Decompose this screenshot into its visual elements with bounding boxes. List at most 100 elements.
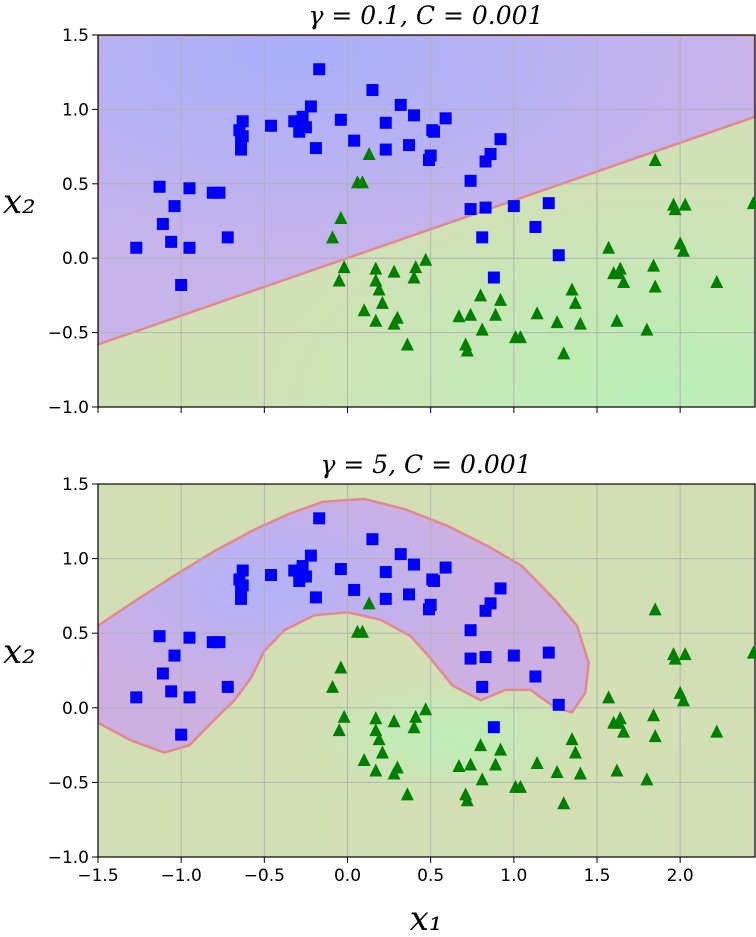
data-point-class0 bbox=[130, 241, 143, 254]
data-point-class0 bbox=[366, 533, 379, 546]
data-point-class0 bbox=[165, 685, 178, 698]
data-point-class1 bbox=[400, 787, 414, 801]
data-point-class0 bbox=[334, 563, 347, 576]
data-point-class0 bbox=[379, 116, 392, 129]
data-point-class0 bbox=[408, 109, 421, 122]
data-point-class1 bbox=[668, 202, 682, 216]
data-point-class1 bbox=[602, 690, 616, 704]
grid-bottom bbox=[98, 484, 755, 857]
data-point-class0 bbox=[221, 231, 234, 244]
data-point-class0 bbox=[175, 728, 188, 741]
data-point-class0 bbox=[183, 241, 196, 254]
points-top bbox=[130, 63, 756, 360]
data-point-class0 bbox=[175, 278, 188, 291]
data-point-class0 bbox=[379, 566, 392, 579]
data-point-class0 bbox=[313, 512, 326, 525]
data-point-class1 bbox=[746, 645, 756, 659]
data-point-class1 bbox=[407, 270, 421, 284]
data-point-class1 bbox=[337, 709, 351, 723]
y-axis-label-top: x₂ bbox=[3, 182, 36, 222]
y-tick-label: 0.0 bbox=[62, 699, 89, 719]
data-point-class1 bbox=[565, 282, 579, 296]
data-point-class1 bbox=[557, 346, 571, 360]
data-point-class1 bbox=[550, 764, 564, 778]
data-point-class0 bbox=[236, 115, 249, 128]
data-point-class0 bbox=[427, 574, 440, 587]
data-point-class1 bbox=[372, 282, 386, 296]
data-point-class0 bbox=[403, 588, 416, 601]
data-point-class1 bbox=[369, 261, 383, 275]
y-tick-label: 1.0 bbox=[62, 100, 89, 120]
data-point-class1 bbox=[355, 175, 369, 189]
x-axis-label: x₁ bbox=[410, 899, 443, 937]
data-point-class1 bbox=[452, 758, 466, 772]
x-tick-label: −1.0 bbox=[161, 866, 202, 886]
data-point-class0 bbox=[476, 680, 489, 693]
data-point-class0 bbox=[529, 220, 542, 233]
data-point-class1 bbox=[334, 211, 348, 225]
data-point-class1 bbox=[494, 742, 508, 756]
data-point-class0 bbox=[348, 134, 361, 147]
data-point-class1 bbox=[419, 702, 433, 716]
data-point-class1 bbox=[334, 660, 348, 674]
data-point-class1 bbox=[489, 757, 503, 771]
data-point-class1 bbox=[407, 720, 421, 734]
data-point-class0 bbox=[221, 680, 234, 693]
chart-title-top: γ = 0.1, C = 0.001 bbox=[309, 1, 544, 30]
data-point-class1 bbox=[647, 708, 661, 722]
data-point-class1 bbox=[419, 252, 433, 266]
data-point-class1 bbox=[640, 322, 654, 336]
data-point-class1 bbox=[617, 275, 631, 289]
data-point-class1 bbox=[464, 757, 478, 771]
data-point-class1 bbox=[557, 796, 571, 810]
data-point-class0 bbox=[542, 646, 555, 659]
data-point-class1 bbox=[355, 624, 369, 638]
data-point-class0 bbox=[183, 691, 196, 704]
data-point-class0 bbox=[153, 180, 166, 193]
data-point-class0 bbox=[476, 231, 489, 244]
data-point-class1 bbox=[617, 724, 631, 738]
data-point-class1 bbox=[648, 279, 662, 293]
data-point-class0 bbox=[464, 203, 477, 216]
data-point-class1 bbox=[676, 243, 690, 257]
data-point-class1 bbox=[400, 337, 414, 351]
data-point-class1 bbox=[746, 196, 756, 210]
data-point-class1 bbox=[613, 261, 627, 275]
data-point-class1 bbox=[573, 766, 587, 780]
data-point-class1 bbox=[332, 723, 346, 737]
data-point-class0 bbox=[309, 142, 322, 155]
plot-frame-bottom bbox=[97, 483, 756, 858]
data-point-class0 bbox=[296, 110, 309, 123]
y-tick-label: 1.5 bbox=[62, 26, 89, 46]
data-point-class1 bbox=[326, 230, 340, 244]
data-point-class1 bbox=[494, 292, 508, 306]
data-point-class0 bbox=[366, 84, 379, 97]
x-tick-label: 1.5 bbox=[583, 866, 610, 886]
data-point-class0 bbox=[264, 569, 277, 582]
data-point-class0 bbox=[424, 149, 437, 162]
ticks-bottom: −1.5 −1.0 −0.5 0.0 0.5 1.0 1.5 2.0−1.0−0.50.00.… bbox=[48, 475, 694, 886]
data-point-class0 bbox=[334, 113, 347, 126]
data-point-class0 bbox=[168, 200, 181, 213]
data-point-class0 bbox=[296, 560, 309, 573]
data-point-class0 bbox=[494, 133, 507, 146]
data-point-class1 bbox=[362, 147, 376, 161]
data-point-class1 bbox=[474, 738, 488, 752]
data-point-class0 bbox=[507, 649, 520, 662]
y-tick-label: −0.5 bbox=[48, 773, 89, 793]
data-point-class0 bbox=[408, 558, 421, 571]
data-point-class1 bbox=[460, 343, 474, 357]
data-point-class0 bbox=[379, 143, 392, 156]
y-tick-label: −1.0 bbox=[48, 848, 89, 868]
data-point-class0 bbox=[464, 624, 477, 637]
data-point-class0 bbox=[299, 570, 312, 583]
data-point-class1 bbox=[387, 714, 401, 728]
data-point-class1 bbox=[460, 793, 474, 807]
data-point-class0 bbox=[439, 112, 452, 125]
data-point-class1 bbox=[387, 264, 401, 278]
data-point-class1 bbox=[332, 273, 346, 287]
data-point-class0 bbox=[484, 148, 497, 161]
y-tick-label: −1.0 bbox=[48, 398, 89, 418]
data-point-class0 bbox=[479, 201, 492, 214]
data-point-class0 bbox=[130, 691, 143, 704]
